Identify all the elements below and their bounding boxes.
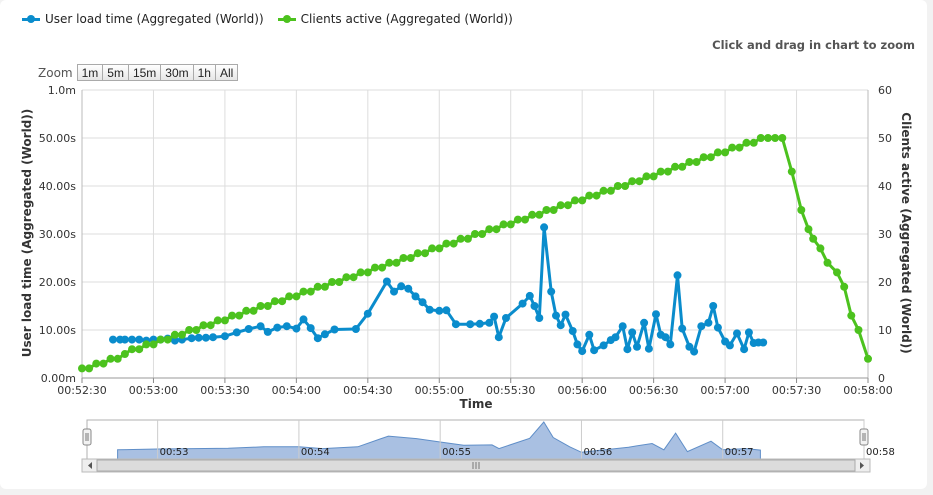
zoom-hint: Click and drag in chart to zoom [712,38,915,52]
zoom-1h-button[interactable]: 1h [192,64,216,81]
legend-item-user-load-time[interactable]: User load time (Aggregated (World)) [22,12,264,26]
legend-label-clients-active: Clients active (Aggregated (World)) [300,12,513,26]
zoom-5m-button[interactable]: 5m [102,64,129,81]
zoom-30m-button[interactable]: 30m [160,64,194,81]
legend-swatch-user-load-time [22,14,40,24]
zoom-all-button[interactable]: All [214,64,239,81]
zoom-selector: Zoom 1m 5m 15m 30m 1h All [38,64,239,81]
legend-label-user-load-time: User load time (Aggregated (World)) [45,12,264,26]
chart-legend: User load time (Aggregated (World)) Clie… [22,12,513,26]
legend-item-clients-active[interactable]: Clients active (Aggregated (World)) [277,12,513,26]
zoom-label: Zoom [38,65,73,80]
zoom-1m-button[interactable]: 1m [76,64,104,81]
legend-swatch-clients-active [277,14,296,24]
zoom-15m-button[interactable]: 15m [127,64,162,81]
